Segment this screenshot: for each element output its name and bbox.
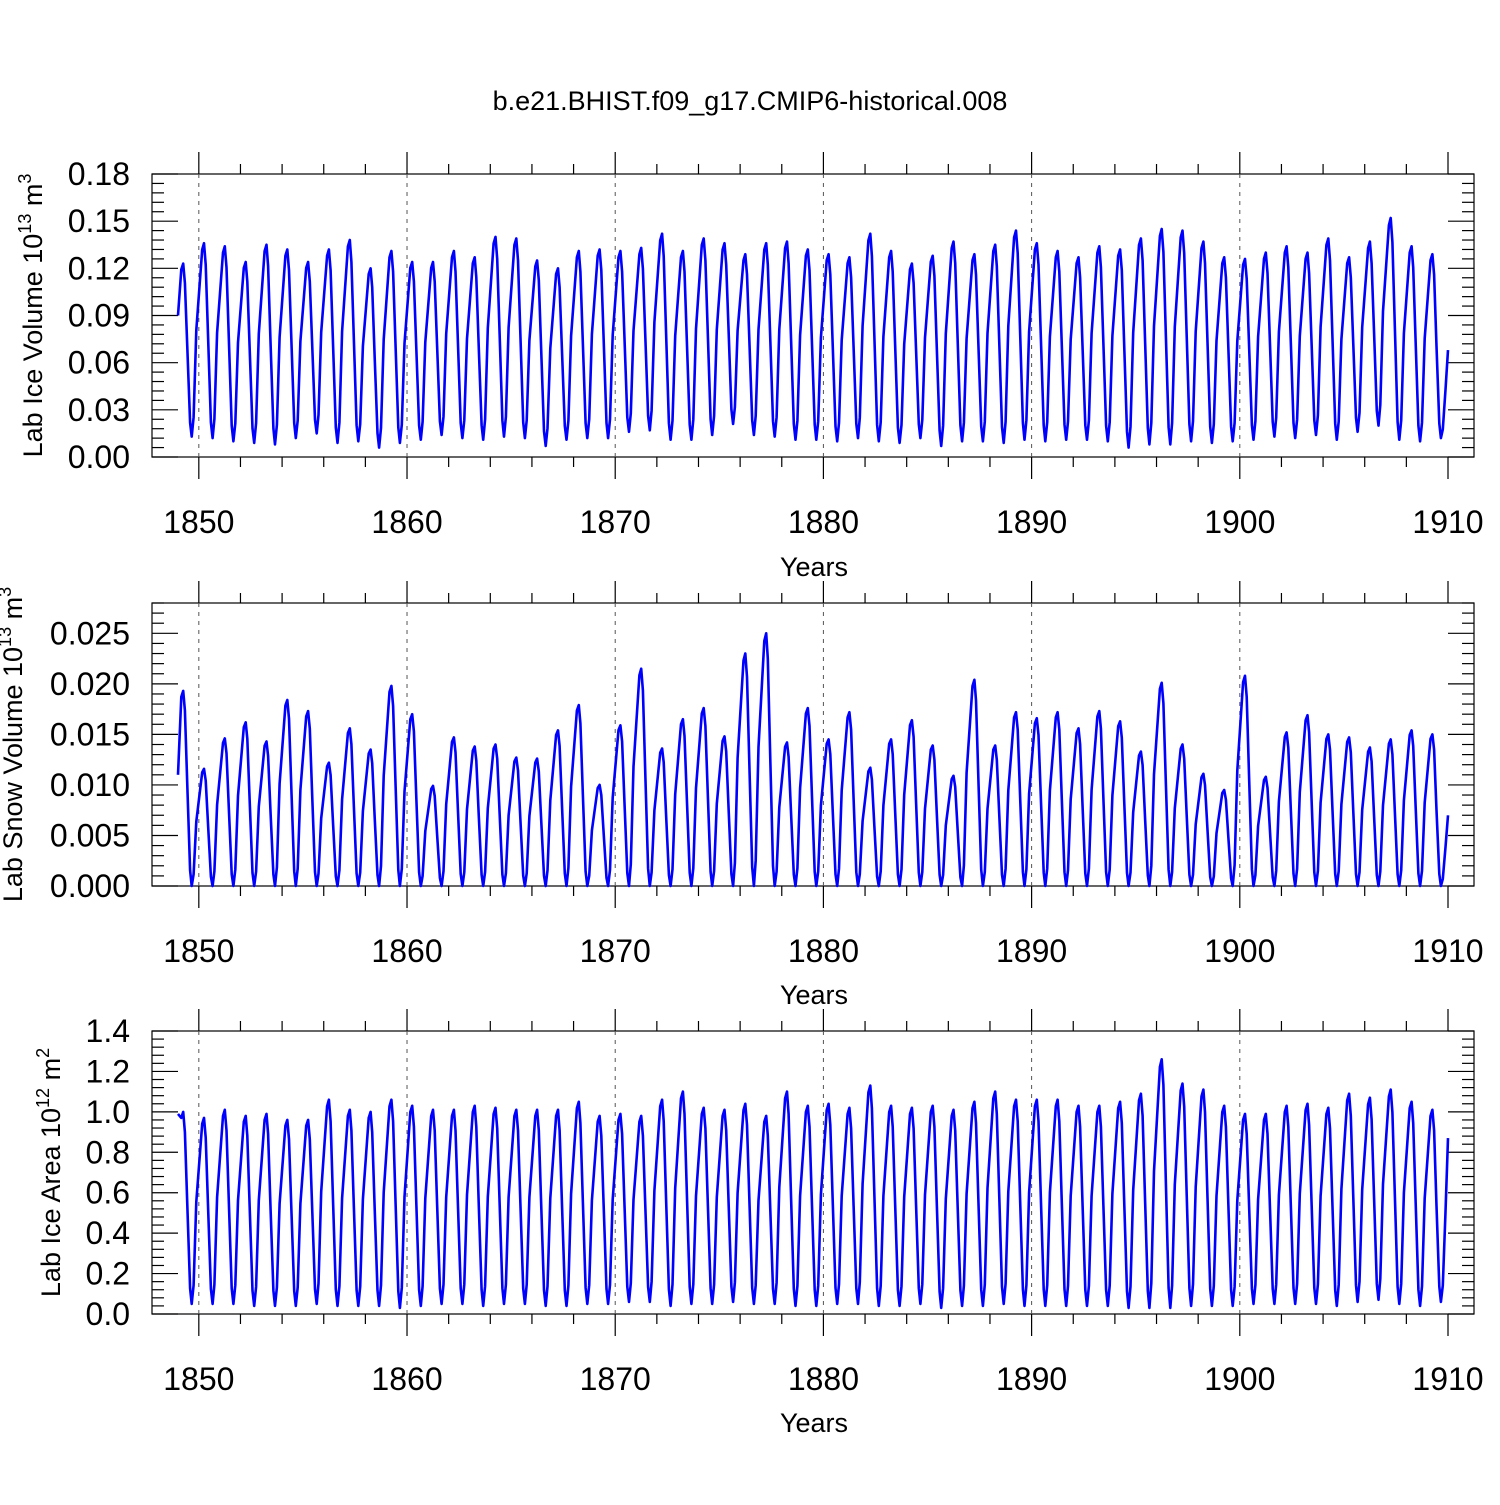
y-tick-label: 0.12 [68,250,130,286]
x-tick-label: 1850 [163,1361,234,1397]
y-tick-label: 0.0 [86,1296,130,1332]
x-tick-label: 1870 [580,504,651,540]
y-tick-label: 0.00 [68,439,130,475]
y-tick-label: 0.6 [86,1175,130,1211]
y-axis-title-text: Lab Ice Area 10 [36,1108,66,1297]
data-series-line [176,632,1450,888]
y-axis-title-unit-exponent: 3 [15,174,35,184]
y-tick-label: 0.020 [50,666,130,702]
y-axis-title-unit: m [0,597,28,627]
y-tick-label: 0.005 [50,817,130,853]
y-axis-title-unit-exponent: 3 [0,587,15,597]
x-tick-label: 1910 [1412,504,1483,540]
x-tick-label: 1910 [1412,1361,1483,1397]
plot-frame [151,1030,1475,1315]
x-tick-label: 1900 [1204,504,1275,540]
y-tick-label: 0.2 [86,1256,130,1292]
y-tick-label: 0.025 [50,615,130,651]
x-tick-label: 1890 [996,933,1067,969]
x-tick-label: 1870 [580,1361,651,1397]
x-tick-label: 1910 [1412,933,1483,969]
x-tick-label: 1880 [788,504,859,540]
x-axis-title: Years [780,1408,848,1438]
y-axis-title: Lab Snow Volume 1013 m3 [0,587,28,902]
y-tick-label: 0.010 [50,767,130,803]
data-series-line [176,216,1450,449]
y-axis-title: Lab Ice Volume 1013 m3 [15,174,48,458]
y-tick-label: 0.15 [68,203,130,239]
y-tick-label: 0.18 [68,156,130,192]
y-axis-title-text: Lab Ice Volume 10 [18,234,48,458]
x-tick-label: 1880 [788,933,859,969]
x-tick-label: 1860 [371,1361,442,1397]
y-tick-label: 0.8 [86,1134,130,1170]
x-tick-label: 1890 [996,1361,1067,1397]
y-tick-label: 0.09 [68,298,130,334]
y-axis-title-unit-exponent: 2 [33,1048,53,1058]
y-axis-title-exponent: 13 [15,214,35,234]
x-tick-label: 1900 [1204,933,1275,969]
y-axis-title-exponent: 12 [33,1088,53,1108]
x-tick-label: 1880 [788,1361,859,1397]
y-tick-label: 0.06 [68,345,130,381]
chart-title: b.e21.BHIST.f09_g17.CMIP6-historical.008 [493,86,1008,116]
x-axis-title: Years [780,552,848,582]
x-axis-title: Years [780,980,848,1010]
y-tick-label: 1.2 [86,1053,130,1089]
x-tick-label: 1870 [580,933,651,969]
x-tick-label: 1890 [996,504,1067,540]
y-tick-label: 1.4 [86,1013,130,1049]
y-tick-label: 1.0 [86,1094,130,1130]
y-axis-title-unit: m [18,184,48,214]
y-tick-label: 0.4 [86,1215,130,1251]
x-tick-label: 1850 [163,933,234,969]
panel-3: 1850 1860 1870 1880 1890 1900 1910 Years 0.0 0.2 0… [33,1009,1484,1438]
panel-1: 1850 1860 1870 1880 1890 1900 1910 Years 0.00 0.0… [15,152,1484,582]
x-tick-label: 1860 [371,933,442,969]
panel-2: 1850 1860 1870 1880 1890 1900 1910 Years 0.000 0.… [0,581,1484,1010]
y-axis-title-exponent: 13 [0,627,15,647]
y-axis-title: Lab Ice Area 1012 m2 [33,1048,66,1297]
y-axis-title-unit: m [36,1058,66,1088]
y-tick-label: 0.015 [50,716,130,752]
y-tick-label: 0.03 [68,392,130,428]
x-tick-label: 1900 [1204,1361,1275,1397]
data-series-line [176,1058,1450,1310]
y-axis-title-text: Lab Snow Volume 10 [0,647,28,902]
y-tick-label: 0.000 [50,868,130,904]
x-tick-label: 1860 [371,504,442,540]
x-tick-label: 1850 [163,504,234,540]
